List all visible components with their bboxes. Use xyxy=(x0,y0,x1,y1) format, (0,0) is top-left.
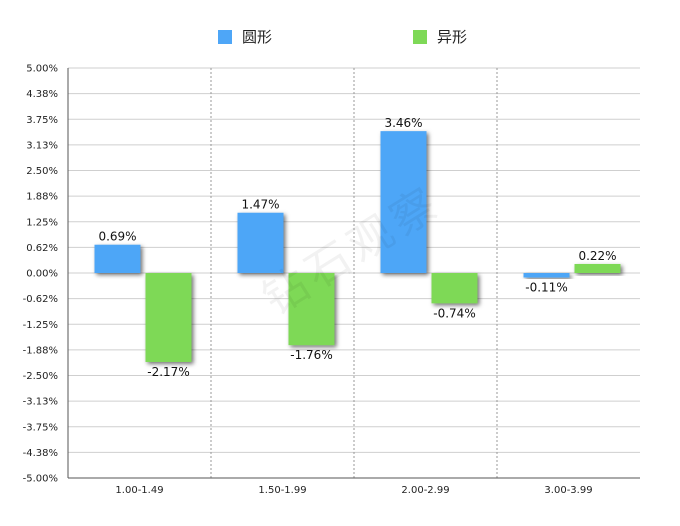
y-tick-label: 3.75% xyxy=(26,115,58,126)
bar xyxy=(145,273,192,362)
legend-swatch-round xyxy=(218,29,232,44)
y-tick-label: -1.88% xyxy=(23,345,58,356)
data-label: -1.76% xyxy=(290,348,332,362)
y-tick-label: 3.13% xyxy=(26,140,58,151)
x-tick-label: 2.00-2.99 xyxy=(401,485,449,496)
bar xyxy=(523,273,570,278)
bar xyxy=(574,263,621,273)
bar xyxy=(94,244,141,273)
data-label: 1.47% xyxy=(241,198,279,212)
legend-item-fancy: 异形 xyxy=(413,26,467,47)
y-tick-label: 0.62% xyxy=(26,243,58,254)
y-tick-label: -5.00% xyxy=(23,474,58,485)
bars xyxy=(94,131,621,362)
data-label: -0.74% xyxy=(433,306,475,320)
y-tick-label: -2.50% xyxy=(23,371,58,382)
data-label: 0.22% xyxy=(578,249,616,263)
y-tick-label: -3.75% xyxy=(23,422,58,433)
x-tick-label: 1.00-1.49 xyxy=(115,485,163,496)
data-label: 3.46% xyxy=(384,116,422,130)
data-label: -2.17% xyxy=(147,365,189,379)
data-labels: 0.69% 1.47% 3.46% -0.11% -2.17% -1.76% -0.74% 0… xyxy=(98,116,616,379)
y-tick-label: 1.25% xyxy=(26,217,58,228)
bar xyxy=(380,131,427,273)
y-tick-label: -3.13% xyxy=(23,397,58,408)
bar xyxy=(237,212,284,273)
y-tick-label: 4.38% xyxy=(26,89,58,100)
y-tick-label: -0.62% xyxy=(23,294,58,305)
y-tick-label: 1.88% xyxy=(26,192,58,203)
y-tick-label: 2.50% xyxy=(26,166,58,177)
data-label: 0.69% xyxy=(98,230,136,244)
axes: 5.00% 4.38% 3.75% 3.13% 2.50% 1.88% 1.25% 0.62%… xyxy=(23,64,640,496)
y-tick-label: 0.00% xyxy=(26,269,58,280)
legend-label-round: 圆形 xyxy=(242,28,273,46)
y-tick-label: 5.00% xyxy=(26,64,58,75)
bar xyxy=(288,273,335,346)
y-tick-label: -1.25% xyxy=(23,320,58,331)
data-label: -0.11% xyxy=(525,281,567,295)
x-tick-label: 3.00-3.99 xyxy=(544,485,592,496)
x-tick-label: 1.50-1.99 xyxy=(258,485,306,496)
legend-swatch-fancy xyxy=(413,29,427,44)
legend-item-round: 圆形 xyxy=(218,26,272,47)
legend-label-fancy: 异形 xyxy=(437,28,468,46)
y-tick-label: -4.38% xyxy=(23,448,58,459)
bar xyxy=(431,273,478,304)
